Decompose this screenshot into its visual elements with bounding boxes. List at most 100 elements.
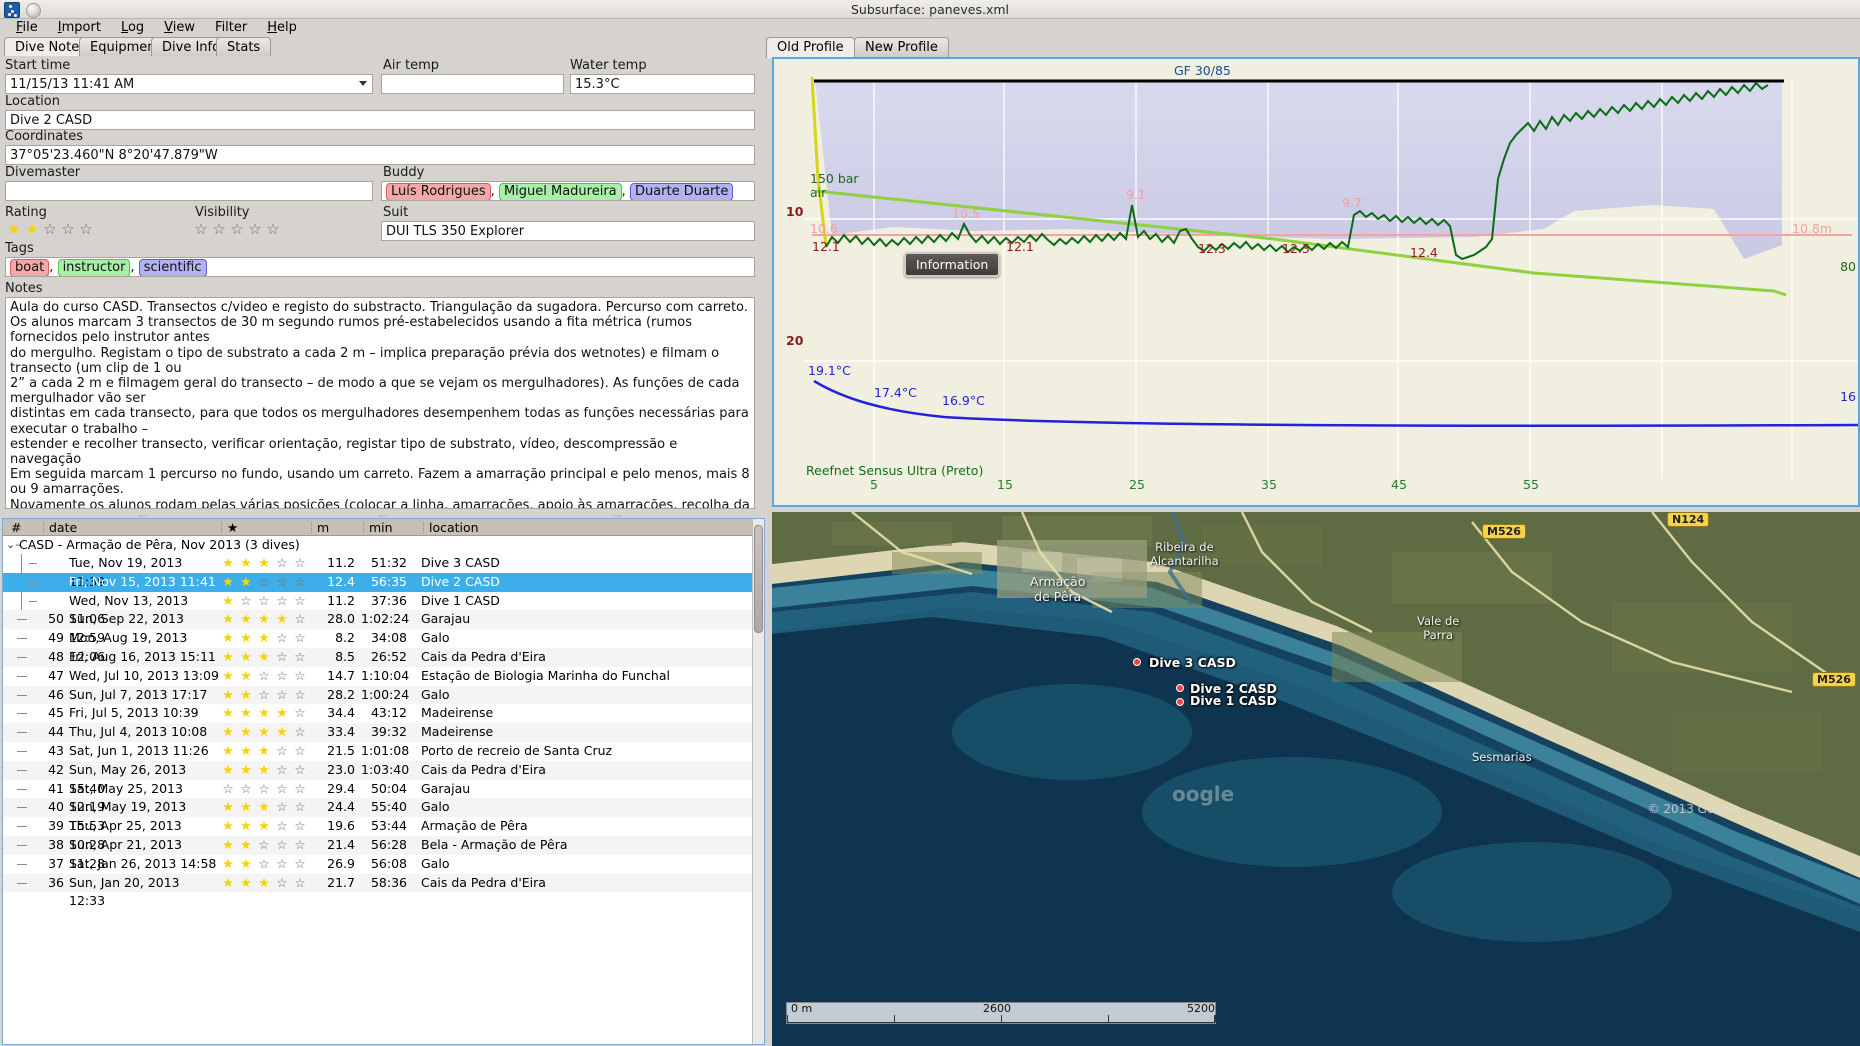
cell-rating[interactable]: ★ ★ ☆ ☆ ☆ (222, 573, 306, 589)
buddy-chip[interactable]: Miguel Madureira (498, 183, 622, 200)
visibility-stars[interactable]: ☆ ☆ ☆ ☆ ☆ (194, 220, 280, 238)
scrollbar-thumb[interactable] (754, 525, 763, 633)
information-button[interactable]: Information (904, 252, 1001, 277)
suit-input[interactable]: DUI TLS 350 Explorer (381, 221, 755, 241)
table-row[interactable]: 50 Sun, Sep 22, 2013 12:59 ★ ★ ★ ★ ☆ 28.0 1:02:2… (3, 610, 764, 645)
coordinates-input[interactable]: 37°05'23.460"N 8°20'47.879"W (5, 145, 755, 165)
col-location[interactable]: location (421, 519, 764, 536)
tab-old-profile[interactable]: Old Profile (766, 37, 855, 58)
chevron-down-icon[interactable]: ⌄– (6, 538, 21, 551)
col-number[interactable]: # (11, 519, 22, 535)
cell-rating[interactable]: ★ ★ ★ ☆ ☆ (222, 761, 306, 777)
table-row[interactable]: 45 Fri, Jul 5, 2013 10:39 ★ ★ ★ ★ ☆ 34.4 43:12 Ma… (3, 704, 764, 723)
orb-icon (26, 2, 41, 18)
divemaster-input[interactable] (5, 181, 373, 201)
gf-label: GF 30/85 (1174, 63, 1231, 78)
tab-dive-notes[interactable]: Dive Notes (4, 37, 97, 58)
tab-new-profile[interactable]: New Profile (854, 37, 949, 57)
tag-chip[interactable]: scientific (138, 259, 207, 276)
water-temp-input[interactable]: 15.3°C (570, 74, 755, 94)
cell-rating[interactable]: ★ ★ ★ ★ ☆ (222, 705, 306, 721)
col-depth[interactable]: m (309, 519, 361, 536)
table-row[interactable]: 48 Fri, Aug 16, 2013 15:11 ★ ★ ★ ☆ ☆ 8.5 26:52 Ca… (3, 647, 764, 667)
splitter-handle[interactable]: ⋯ (138, 512, 148, 522)
cell-rating[interactable]: ★ ★ ★ ☆ ☆ (222, 799, 306, 815)
col-rating[interactable]: ★ (219, 519, 309, 536)
table-row[interactable]: 44 Thu, Jul 4, 2013 10:08 ★ ★ ★ ★ ☆ 33.4 39:32 Ma… (3, 723, 764, 742)
cell-rating[interactable]: ★ ★ ☆ ☆ ☆ (222, 667, 306, 683)
table-row[interactable]: 47 Wed, Jul 10, 2013 13:09 ★ ★ ☆ ☆ ☆ 14.7 1:10:0… (3, 667, 764, 686)
table-row[interactable]: 42 Sun, May 26, 2013 15:40 ★ ★ ★ ☆ ☆ 23.0 1:03:4… (3, 760, 764, 796)
depth-fill (814, 81, 1782, 259)
cell-rating[interactable]: ★ ☆ ☆ ☆ ☆ (222, 592, 306, 608)
splitter-handle[interactable]: ⋯ (378, 512, 388, 522)
cell-rating[interactable]: ★ ★ ☆ ☆ ☆ (222, 686, 306, 702)
notes-textarea[interactable]: Aula do curso CASD. Transectos c/video e… (5, 297, 755, 509)
table-row[interactable]: Fri, Nov 15, 2013 11:41 ★ ★ ☆ ☆ ☆ 12.4 56:35 Div… (3, 572, 764, 592)
buddy-chip[interactable]: Luís Rodrigues (386, 183, 491, 200)
cell-depth: 34.4 (327, 705, 355, 721)
cell-rating[interactable]: ★ ★ ★ ☆ ☆ (222, 818, 306, 834)
splitter-handle[interactable]: ⋯ (613, 512, 623, 522)
chevron-down-icon[interactable] (359, 81, 367, 86)
table-row[interactable]: 43 Sat, Jun 1, 2013 11:26 ★ ★ ★ ☆ ☆ 21.5 1:01:08… (3, 742, 764, 761)
cell-rating[interactable]: ★ ★ ★ ★ ☆ (222, 724, 306, 740)
cell-rating[interactable]: ★ ★ ☆ ☆ ☆ (222, 836, 306, 852)
table-row[interactable]: Tue, Nov 19, 2013 11:39 ★ ★ ★ ☆ ☆ 11.2 51:32 Div… (3, 554, 764, 589)
tab-dive-info[interactable]: Dive Info (151, 37, 232, 57)
menu-view[interactable]: View (164, 20, 196, 35)
table-row[interactable]: 36 Sun, Jan 20, 2013 12:33 ★ ★ ★ ☆ ☆ 21.7 58:36 C… (3, 873, 764, 908)
table-row[interactable]: 40 Sun, May 19, 2013 15:53 ★ ★ ★ ☆ ☆ 24.4 55:40 G… (3, 798, 764, 833)
map-marker-dive1[interactable]: Dive 1 CASD (1190, 693, 1277, 708)
table-row[interactable]: 37 Sat, Jan 26, 2013 14:58 ★ ★ ☆ ☆ ☆ 26.9 56:08 G… (3, 855, 764, 874)
col-date[interactable]: date (41, 519, 219, 536)
tree-branch-icon (3, 554, 41, 573)
cell-rating[interactable]: ★ ★ ★ ☆ ☆ (222, 630, 306, 646)
tag-chip[interactable]: boat (10, 259, 50, 276)
dive-profile-panel[interactable]: GF 30/85 150 bar air 10 20 80 16 10.6 12… (772, 57, 1860, 507)
dive-trip-group[interactable]: ⌄– CASD - Armação de Pêra, Nov 2013 (3 d… (3, 536, 764, 554)
menu-log[interactable]: Log (120, 20, 145, 35)
cell-rating[interactable]: ★ ★ ★ ☆ ☆ (222, 648, 306, 664)
menu-help[interactable]: Help (267, 20, 297, 35)
location-input[interactable]: Dive 2 CASD (5, 110, 755, 130)
cell-rating[interactable]: ★ ★ ☆ ☆ ☆ (222, 855, 306, 871)
map-marker-dive3[interactable]: Dive 3 CASD (1149, 655, 1236, 670)
table-row[interactable]: 49 Mon, Aug 19, 2013 12:06 ★ ★ ★ ☆ ☆ 8.2 34:08 Ga… (3, 629, 764, 664)
tag-chip[interactable]: instructor (57, 259, 131, 276)
menu-file[interactable]: FFileile (16, 20, 38, 35)
table-row[interactable]: 46 Sun, Jul 7, 2013 17:17 ★ ★ ☆ ☆ ☆ 28.2 1:00:24… (3, 685, 764, 705)
cell-rating[interactable]: ★ ★ ★ ☆ ☆ (222, 555, 306, 570)
menu-import[interactable]: Import (57, 20, 101, 35)
map-marker-dive2[interactable]: Dive 2 CASD (1190, 681, 1277, 696)
tree-branch-icon (3, 648, 41, 667)
air-temp-input[interactable] (381, 74, 564, 94)
cell-depth: 28.2 (327, 686, 355, 702)
table-row[interactable]: 38 Sun, Apr 21, 2013 11:28 ★ ★ ☆ ☆ ☆ 21.4 56:28 B… (3, 835, 764, 871)
table-row[interactable]: Wed, Nov 13, 2013 11:06 ★ ☆ ☆ ☆ ☆ 11.2 37:36 Div… (3, 591, 764, 626)
table-row[interactable]: 41 Sat, May 25, 2013 12:19 ☆ ☆ ☆ ☆ ☆ 29.4 50:04 G… (3, 780, 764, 814)
start-time-input[interactable]: 11/15/13 11:41 AM (5, 74, 373, 94)
tab-equipment[interactable]: Equipment (79, 37, 172, 57)
cell-date: Thu, Jul 4, 2013 10:08 (69, 724, 208, 740)
cell-rating[interactable]: ★ ★ ★ ☆ ☆ (222, 874, 306, 890)
cell-rating[interactable]: ★ ★ ★ ★ ☆ (222, 611, 306, 627)
buddy-input[interactable]: Luís Rodrigues, Miguel Madureira, Duarte… (381, 181, 755, 201)
dive-list[interactable]: # date ★ m min location ⌄– CASD - Armaçã… (2, 518, 765, 1045)
buddy-chip[interactable]: Duarte Duarte (629, 183, 734, 200)
menu-filter[interactable]: Filter (215, 20, 248, 35)
window-title: Subsurface: paneves.xml (850, 1, 1009, 17)
tags-input[interactable]: boat, instructor, scientific (5, 257, 755, 277)
dive-list-scrollbar[interactable] (752, 519, 764, 1044)
tab-stats[interactable]: Stats (216, 37, 272, 57)
tree-branch-icon (3, 723, 41, 742)
col-duration[interactable]: min (361, 519, 421, 536)
cell-rating[interactable]: ☆ ☆ ☆ ☆ ☆ (222, 780, 306, 796)
dive-site-map[interactable]: Armação de Pêra Ribeira de Alcantarilha Va… (772, 512, 1860, 1046)
cell-number: 40 (48, 799, 64, 815)
cell-location: Estação de Biologia Marinha do Funchal (421, 667, 670, 683)
dive-profile-plot[interactable]: GF 30/85 150 bar air 10 20 80 16 10.6 12… (774, 59, 1858, 505)
rating-stars[interactable]: ★ ★ ☆ ☆ ☆ (7, 220, 93, 238)
table-row[interactable]: 39 Thu, Apr 25, 2013 10:28 ★ ★ ★ ☆ ☆ 19.6 53:44 A… (3, 817, 764, 852)
cell-rating[interactable]: ★ ★ ★ ☆ ☆ (222, 742, 306, 758)
